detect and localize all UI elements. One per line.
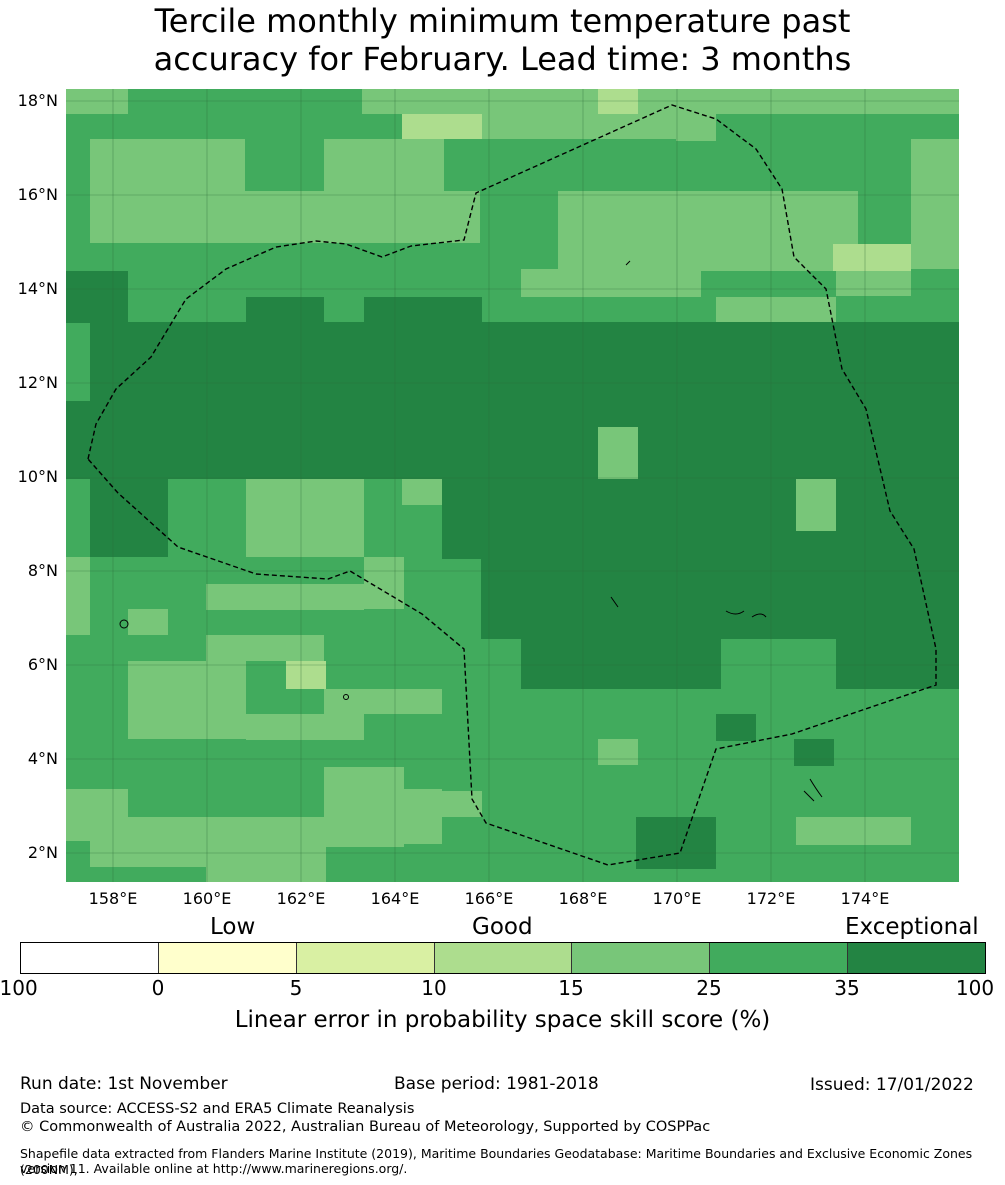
lon-tick: 168°E xyxy=(558,889,608,908)
graticule xyxy=(66,89,959,882)
colorbar-tick: 0 xyxy=(151,976,165,1000)
category-exceptional: Exceptional xyxy=(845,914,979,940)
lat-tick: 6°N xyxy=(27,655,58,674)
lat-tick: 16°N xyxy=(17,185,58,204)
title-line-2: accuracy for February. Lead time: 3 mont… xyxy=(153,40,852,78)
issued-date: Issued: 17/01/2022 xyxy=(810,1075,974,1095)
lat-tick: 14°N xyxy=(17,279,58,298)
colorbar-label: Linear error in probability space skill … xyxy=(234,1007,771,1033)
colorbar-segment xyxy=(710,943,849,973)
lat-tick: 8°N xyxy=(27,561,58,580)
colorbar-tick: 100 xyxy=(955,976,995,1000)
colorbar-segment xyxy=(848,943,986,973)
title-line-1: Tercile monthly minimum temperature past xyxy=(154,2,851,40)
colorbar-segment xyxy=(21,943,159,973)
islands xyxy=(119,260,823,802)
base-period: Base period: 1981-2018 xyxy=(394,1074,599,1094)
colorbar-tick: -100 xyxy=(0,976,38,1000)
lon-tick: 158°E xyxy=(88,889,138,908)
skill-map xyxy=(66,89,959,882)
map-svg xyxy=(66,89,959,882)
chart-title: Tercile monthly minimum temperature past… xyxy=(0,2,1005,78)
lon-tick: 164°E xyxy=(370,889,420,908)
colorbar-segment xyxy=(572,943,711,973)
lat-tick: 12°N xyxy=(17,373,58,392)
run-date: Run date: 1st November xyxy=(20,1074,228,1094)
colorbar-tick: 35 xyxy=(834,976,860,1000)
category-low: Low xyxy=(210,914,256,940)
shapefile-credit-2: version 11. Available online at http://w… xyxy=(20,1161,408,1176)
colorbar-tick: 25 xyxy=(696,976,722,1000)
colorbar-segment xyxy=(296,943,435,973)
colorbar-tick: 15 xyxy=(558,976,584,1000)
copyright: © Commonwealth of Australia 2022, Austra… xyxy=(20,1119,711,1135)
lon-tick: 172°E xyxy=(746,889,796,908)
data-source: Data source: ACCESS-S2 and ERA5 Climate … xyxy=(20,1101,415,1117)
category-good: Good xyxy=(472,914,533,940)
shapefile-credit-1: Shapefile data extracted from Flanders M… xyxy=(20,1146,973,1177)
colorbar-tick: 5 xyxy=(289,976,303,1000)
colorbar-tick: 10 xyxy=(421,976,447,1000)
colorbar-segment xyxy=(434,943,573,973)
lat-tick: 10°N xyxy=(17,467,58,486)
lon-tick: 162°E xyxy=(276,889,326,908)
lat-tick: 2°N xyxy=(27,843,58,862)
lon-tick: 170°E xyxy=(652,889,702,908)
lat-tick: 4°N xyxy=(27,749,58,768)
lon-tick: 166°E xyxy=(464,889,514,908)
lon-tick: 174°E xyxy=(840,889,890,908)
eez-boundary xyxy=(87,104,937,866)
colorbar-segment xyxy=(158,943,297,973)
lon-tick: 160°E xyxy=(182,889,232,908)
lat-tick: 18°N xyxy=(17,91,58,110)
colorbar xyxy=(20,942,986,974)
